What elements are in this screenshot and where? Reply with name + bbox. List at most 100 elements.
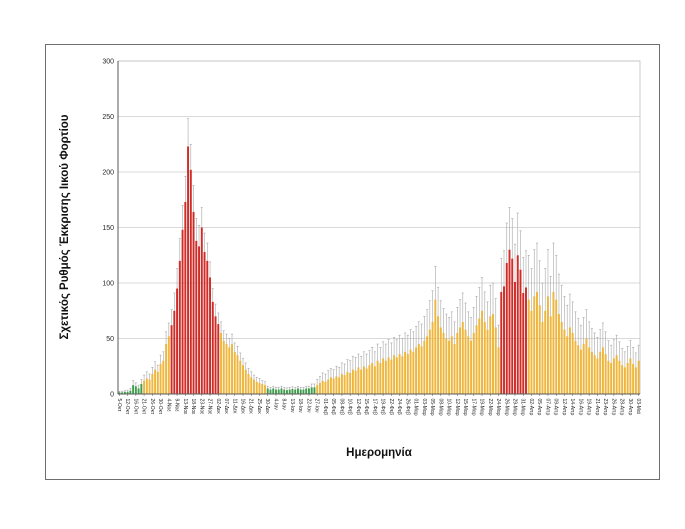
bar	[217, 324, 220, 394]
x-tick-label: 21-Οκτ	[141, 399, 147, 415]
x-tick-label: 26-Φεβ	[404, 399, 410, 415]
bar	[170, 325, 173, 394]
bar	[327, 379, 330, 394]
bar	[456, 332, 459, 394]
bar	[286, 390, 288, 394]
bar	[475, 325, 478, 394]
bar	[351, 369, 354, 394]
bar	[200, 227, 203, 394]
bar	[244, 369, 247, 394]
bar	[214, 316, 217, 394]
bar	[563, 329, 566, 394]
bar	[178, 260, 181, 394]
bar	[593, 355, 596, 394]
bar	[173, 310, 176, 394]
x-axis-title: Ημερομηνία	[346, 447, 412, 459]
bar	[305, 388, 308, 394]
bar	[571, 332, 574, 394]
x-tick-label: 4-Ιαν	[272, 399, 278, 411]
y-tick-label: 300	[102, 58, 114, 65]
bar	[283, 389, 286, 394]
bar	[379, 362, 382, 394]
bar	[143, 380, 146, 394]
bar	[371, 362, 374, 394]
bar	[321, 380, 324, 394]
x-tick-label: 12-Φεβ	[355, 399, 361, 415]
bar	[544, 310, 547, 394]
x-tick-label: 16-Οκτ	[132, 399, 138, 415]
bar	[590, 351, 593, 394]
x-tick-label: 16-Δεκ	[240, 399, 246, 415]
bar	[373, 366, 376, 394]
x-tick-label: 18-Νοε	[190, 399, 196, 416]
bar	[154, 369, 157, 394]
bar	[357, 367, 360, 394]
x-tick-label: 18-Ιαν	[297, 399, 303, 414]
x-tick-label: 24-Μαρ	[495, 399, 501, 416]
bar	[228, 347, 231, 394]
x-tick-label: 4-Νοε	[165, 399, 171, 413]
bar	[338, 377, 341, 394]
bar	[516, 255, 519, 394]
error-bars-group	[118, 118, 640, 393]
x-tick-label: 13-Ιαν	[289, 399, 295, 414]
bar	[582, 344, 585, 394]
bar	[398, 354, 401, 394]
bar	[634, 367, 637, 394]
bar	[203, 251, 206, 394]
x-tick-label: 05-Φεβ	[330, 399, 336, 415]
x-tick-label: 24-Φεβ	[396, 399, 402, 415]
x-tick-label: 19-Μαρ	[479, 399, 485, 416]
bar	[588, 347, 591, 394]
bar	[574, 340, 577, 394]
y-tick-label: 200	[102, 169, 114, 176]
bar	[264, 385, 266, 394]
x-tick-label: 12-Οκτ	[124, 399, 130, 415]
bar	[390, 359, 393, 394]
bar	[470, 340, 472, 394]
bar	[137, 388, 140, 394]
bar	[434, 299, 437, 394]
bar	[258, 382, 261, 394]
bar	[156, 371, 159, 394]
chart-plot: 0 50 100 150 200 250 300 5-Οκτ 12-Οκτ 16-Οκτ 21-Ο…	[59, 58, 641, 459]
bar	[439, 327, 442, 394]
y-tick-label: 150	[102, 225, 114, 232]
bar	[382, 358, 385, 394]
x-tick-label: 12-Απρ	[561, 399, 567, 416]
bar	[637, 360, 640, 394]
bar	[343, 375, 346, 394]
x-tick-label: 27-Ιαν	[314, 399, 320, 414]
bar	[296, 388, 299, 394]
bar	[272, 388, 275, 394]
bar	[277, 389, 280, 394]
bar	[349, 372, 352, 394]
bar	[148, 379, 151, 394]
bar	[294, 389, 297, 394]
bar	[437, 316, 440, 394]
bar	[324, 381, 327, 394]
x-tick-label: 26-Μαρ	[503, 399, 509, 416]
x-tick-label: 21-Δεκ	[248, 399, 254, 415]
bar	[412, 351, 415, 394]
bar	[599, 351, 602, 394]
bar	[362, 366, 365, 394]
bar	[275, 389, 277, 394]
bar	[519, 269, 522, 394]
x-tick-label: 02-Απρ	[528, 399, 534, 416]
x-tick-label: 25-Δεκ	[256, 399, 262, 415]
x-tick-label: 30-Δεκ	[264, 399, 270, 415]
bar	[280, 388, 283, 394]
bar	[261, 384, 264, 394]
bar	[299, 389, 302, 394]
x-tick-label: 07-Δεκ	[223, 399, 229, 415]
bar	[541, 321, 544, 394]
bar	[121, 392, 124, 394]
x-tick-label: 26-Οκτ	[149, 399, 155, 415]
x-tick-label: 17-Μαρ	[470, 399, 476, 416]
x-tick-label: 19-Φεβ	[380, 399, 386, 415]
bar	[368, 365, 371, 394]
bar	[629, 358, 632, 394]
bar	[165, 344, 168, 394]
bar	[459, 327, 462, 394]
